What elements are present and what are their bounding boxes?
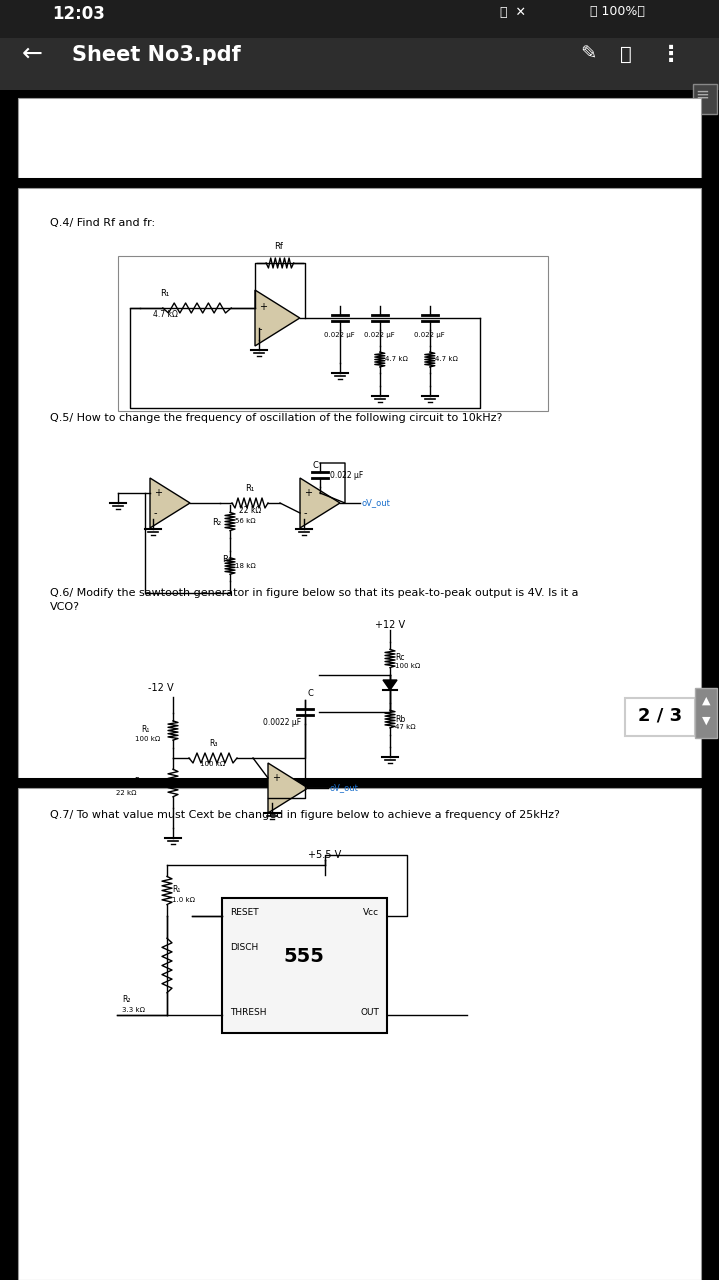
Text: 100 kΩ: 100 kΩ <box>201 762 226 767</box>
Text: R₁: R₁ <box>141 726 150 735</box>
Text: -: - <box>272 794 275 803</box>
Text: 0.0022 μF: 0.0022 μF <box>263 718 301 727</box>
Text: +: + <box>304 488 312 498</box>
Text: 0.022 μF: 0.022 μF <box>414 332 445 338</box>
Text: 0.022 μF: 0.022 μF <box>324 332 355 338</box>
Text: Q.6/ Modify the sawtooth generator in figure below so that its peak-to-peak outp: Q.6/ Modify the sawtooth generator in fi… <box>50 588 579 598</box>
Text: OUT: OUT <box>360 1009 379 1018</box>
Text: Q.7/ To what value must Cext be changed in figure below to achieve a frequency o: Q.7/ To what value must Cext be changed … <box>50 810 560 820</box>
Text: 4.7 kΩ: 4.7 kΩ <box>435 356 458 362</box>
Text: 4.7 kΩ: 4.7 kΩ <box>152 310 178 319</box>
Bar <box>695 689 717 739</box>
Polygon shape <box>255 291 300 346</box>
Text: +12 V: +12 V <box>375 620 405 630</box>
Text: ≡: ≡ <box>695 86 709 104</box>
Text: 100 kΩ: 100 kΩ <box>395 663 420 669</box>
Text: THRESH: THRESH <box>230 1009 267 1018</box>
Text: oV_out: oV_out <box>362 498 391 507</box>
Bar <box>222 899 387 1033</box>
Text: Rc: Rc <box>395 654 405 663</box>
Text: R₁: R₁ <box>245 484 255 493</box>
Text: R₂: R₂ <box>212 518 221 527</box>
Text: VCO?: VCO? <box>50 602 80 612</box>
Text: ⏰  ✕: ⏰ ✕ <box>500 6 534 19</box>
Text: ▼: ▼ <box>702 716 710 726</box>
Text: ←: ← <box>22 42 43 67</box>
Text: 12:03: 12:03 <box>52 5 105 23</box>
Text: +5.5 V: +5.5 V <box>308 850 342 860</box>
Bar <box>118 256 548 411</box>
Text: Q.5/ How to change the frequency of oscillation of the following circuit to 10kH: Q.5/ How to change the frequency of osci… <box>50 413 503 422</box>
Text: 56 kΩ: 56 kΩ <box>235 518 256 524</box>
Text: -: - <box>154 508 157 518</box>
Polygon shape <box>268 763 308 813</box>
Text: Sheet No3.pdf: Sheet No3.pdf <box>72 45 241 65</box>
Text: ✎: ✎ <box>580 45 596 64</box>
Text: 3.3 kΩ: 3.3 kΩ <box>122 1007 145 1012</box>
Text: 47 kΩ: 47 kΩ <box>395 724 416 730</box>
Bar <box>0 0 719 38</box>
Text: C: C <box>307 689 313 698</box>
Text: R₁: R₁ <box>172 886 180 895</box>
Text: R₃: R₃ <box>209 739 217 748</box>
Text: +: + <box>154 488 162 498</box>
Text: 4.7 kΩ: 4.7 kΩ <box>385 356 408 362</box>
Bar <box>693 84 717 114</box>
Text: RESET: RESET <box>230 908 259 916</box>
Text: R₁: R₁ <box>160 289 170 298</box>
Text: 2 / 3: 2 / 3 <box>638 707 682 724</box>
Text: 1.0 kΩ: 1.0 kΩ <box>172 897 195 902</box>
Text: Q.4/ Find Rf and fr:: Q.4/ Find Rf and fr: <box>50 218 155 228</box>
Text: +: + <box>259 302 267 312</box>
Bar <box>18 99 701 178</box>
Text: 22 kΩ: 22 kΩ <box>239 506 261 515</box>
Polygon shape <box>150 477 190 527</box>
Text: 18 kΩ: 18 kΩ <box>235 563 256 570</box>
Text: C: C <box>312 461 318 470</box>
Text: DISCH: DISCH <box>230 943 258 952</box>
Bar <box>0 778 719 788</box>
Text: 555: 555 <box>283 947 324 966</box>
Text: 0.022 μF: 0.022 μF <box>365 332 395 338</box>
Text: 100 kΩ: 100 kΩ <box>135 736 160 742</box>
Text: -: - <box>259 324 262 334</box>
Bar <box>0 38 719 90</box>
Text: -12 V: -12 V <box>148 684 173 692</box>
Polygon shape <box>383 680 397 690</box>
Text: oV_out: oV_out <box>330 783 359 792</box>
Text: Vcc: Vcc <box>363 908 379 916</box>
Text: -: - <box>304 508 308 518</box>
Text: +: + <box>272 773 280 783</box>
Bar <box>0 178 719 188</box>
Text: ⋮: ⋮ <box>660 45 682 65</box>
Text: 22 kΩ: 22 kΩ <box>116 790 137 796</box>
Bar <box>18 788 701 1280</box>
Polygon shape <box>300 477 340 527</box>
Text: R₂: R₂ <box>122 996 131 1005</box>
Text: ▲: ▲ <box>702 696 710 707</box>
Text: Rb: Rb <box>395 714 406 723</box>
Text: R₂: R₂ <box>134 777 143 786</box>
Text: Rf: Rf <box>275 242 283 251</box>
Bar <box>625 698 695 736</box>
Text: R₃: R₃ <box>222 556 232 564</box>
Text: ⧉: ⧉ <box>620 45 632 64</box>
Bar <box>18 188 701 778</box>
Text: 📶 100%🔋: 📶 100%🔋 <box>590 5 645 18</box>
Text: 0.022 μF: 0.022 μF <box>330 471 363 480</box>
